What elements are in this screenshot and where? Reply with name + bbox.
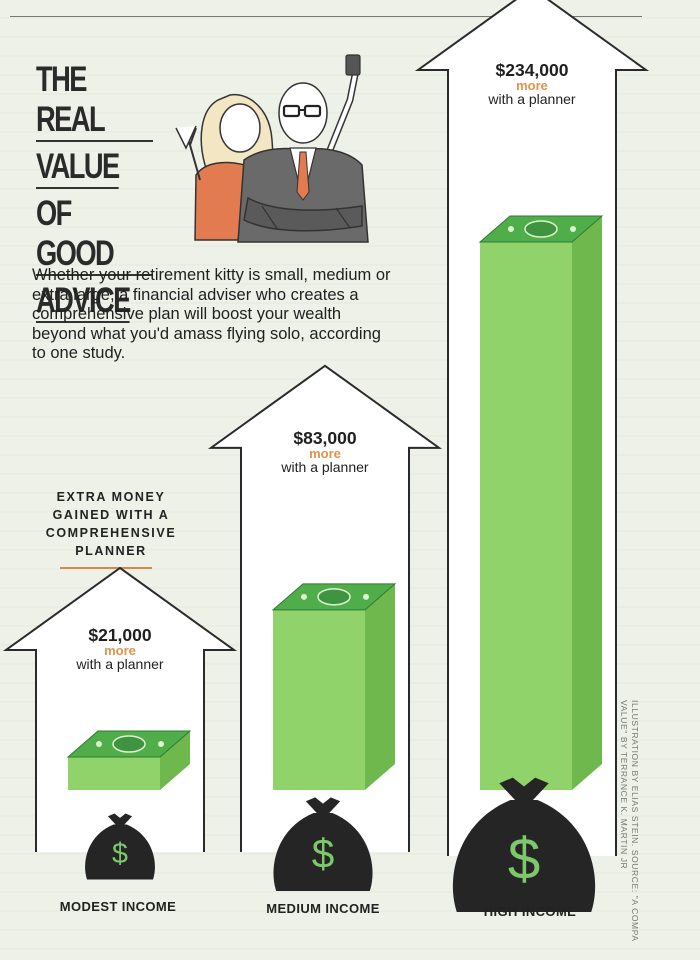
- money-stack-front: [480, 242, 572, 790]
- money-stack-side: [365, 583, 395, 790]
- money-bag-icon: $: [273, 797, 373, 891]
- bill-seal-icon: [112, 735, 146, 753]
- money-bag-body: [452, 800, 596, 912]
- value-label: $21,000: [88, 625, 152, 645]
- intro-text: Whether your retirement kitty is small, …: [32, 266, 391, 362]
- house-outline: [2, 566, 238, 852]
- money-bag-symbol: $: [312, 831, 335, 877]
- chart-label: EXTRA MONEY GAINED WITH A COMPREHENSIVE …: [36, 488, 186, 560]
- value-label: $234,000: [496, 60, 569, 80]
- money-stack-side: [160, 731, 190, 790]
- bill-dot-icon: [96, 741, 102, 747]
- money-bag-tie: [499, 777, 549, 800]
- bill-dot-icon: [301, 593, 307, 600]
- chart-label-line-3: COMPREHENSIVE: [45, 526, 177, 540]
- money-bag-symbol: $: [112, 838, 128, 870]
- money-stack-side: [572, 216, 602, 790]
- credit-line-2: VALUE" BY TERRANCE K. MARTIN JR: [619, 700, 629, 870]
- chart-label-line-2: GAINED WITH A: [52, 508, 170, 522]
- bill-dot-icon: [158, 741, 164, 747]
- illustration-credit: ILLUSTRATION BY ELIAS STEIN. SOURCE: "A …: [618, 700, 640, 960]
- money-bag-tie: [107, 813, 133, 825]
- title-line-4: ADVICE: [36, 281, 131, 323]
- money-bag-body: [85, 824, 155, 880]
- more-label: more: [516, 78, 548, 93]
- planner-label: with a planner: [487, 91, 576, 107]
- chart-label-rule: [60, 567, 152, 569]
- money-bag-icon: $: [452, 777, 596, 912]
- value-label: $83,000: [293, 428, 357, 448]
- money-bag-symbol: $: [508, 826, 540, 891]
- bill-seal-icon: [317, 588, 351, 606]
- top-rule: [10, 16, 642, 17]
- money-stack-front: [68, 757, 160, 790]
- bill-dot-icon: [508, 226, 514, 232]
- category-label: MODEST INCOME: [60, 899, 176, 914]
- money-bag-tie: [305, 797, 341, 813]
- category-label: MEDIUM INCOME: [266, 901, 380, 916]
- title-line-3: OF GOOD: [36, 194, 153, 276]
- credit-line-1: ILLUSTRATION BY ELIAS STEIN. SOURCE: "A …: [630, 700, 640, 942]
- bill-seal-icon: [524, 220, 558, 238]
- money-bag-icon: $: [85, 813, 155, 880]
- planner-label: with a planner: [280, 459, 369, 475]
- category-label: HIGH INCOME: [484, 904, 577, 919]
- page-title: THE REAL VALUE OF GOOD ADVICE: [36, 60, 153, 328]
- planner-label: with a planner: [75, 656, 164, 672]
- bill-dot-icon: [570, 226, 576, 232]
- chart-label-line-1: EXTRA MONEY: [56, 490, 166, 504]
- chart-label-line-4: PLANNER: [75, 544, 147, 558]
- title-line-2: VALUE: [36, 147, 120, 189]
- title-line-1: THE REAL: [36, 60, 153, 142]
- more-label: more: [309, 446, 341, 461]
- bill-dot-icon: [363, 593, 369, 600]
- more-label: more: [104, 643, 136, 658]
- money-bag-body: [273, 813, 373, 891]
- money-stack-front: [273, 609, 365, 790]
